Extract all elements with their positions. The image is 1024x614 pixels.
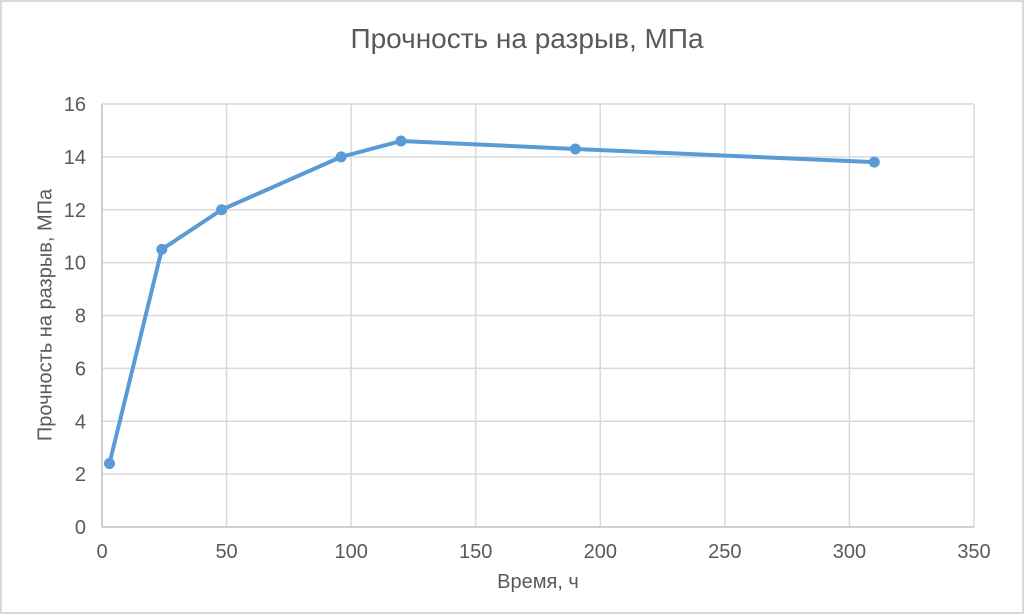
chart-title: Прочность на разрыв, МПа [350, 23, 704, 54]
y-tick-label: 8 [75, 306, 86, 328]
y-tick-label: 6 [75, 358, 86, 380]
x-tick-label: 0 [96, 541, 107, 563]
data-point [216, 204, 228, 216]
x-tick-label: 300 [833, 541, 866, 563]
x-tick-label: 50 [215, 541, 237, 563]
data-point [395, 135, 407, 147]
x-tick-label: 250 [708, 541, 741, 563]
x-tick-label: 350 [957, 541, 990, 563]
y-tick-label: 10 [64, 253, 86, 275]
data-line [107, 139, 877, 466]
data-point [569, 143, 581, 155]
y-tick-label: 2 [75, 464, 86, 486]
x-tick-label: 100 [334, 541, 367, 563]
y-tick-label: 12 [64, 200, 86, 222]
data-point [868, 156, 880, 168]
data-point [335, 151, 347, 163]
data-point [103, 458, 115, 470]
data-point [156, 243, 168, 255]
x-axis-title: Время, ч [497, 571, 579, 593]
y-tick-label: 16 [64, 94, 86, 116]
y-tick-label: 14 [64, 147, 86, 169]
x-tick-label: 150 [459, 541, 492, 563]
y-tick-label: 0 [75, 517, 86, 539]
y-tick-label: 4 [75, 411, 86, 433]
x-tick-label: 200 [584, 541, 617, 563]
